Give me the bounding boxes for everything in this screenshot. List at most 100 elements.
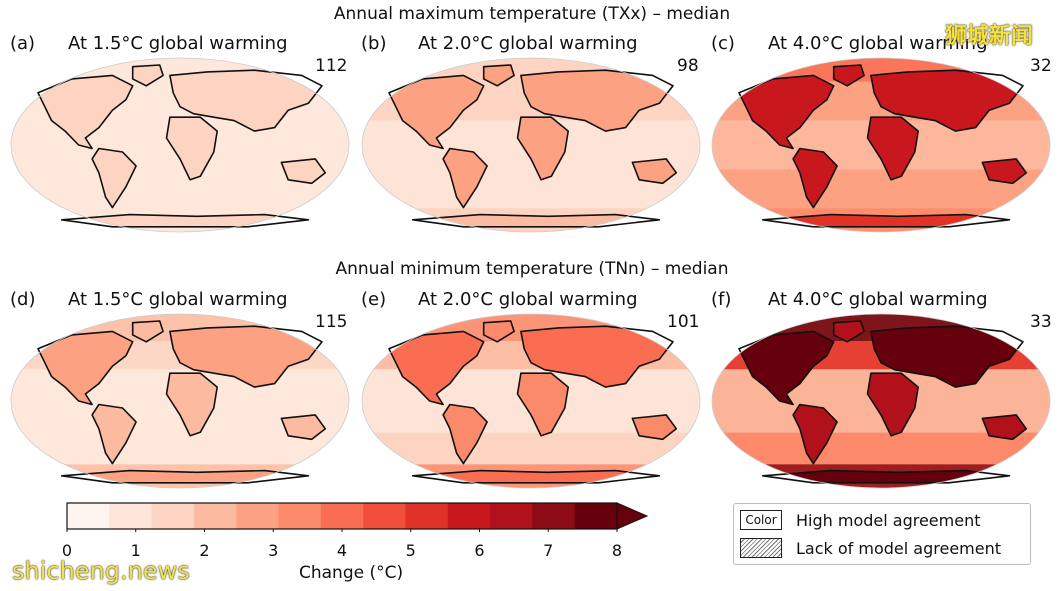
colorbar-segment: [532, 503, 576, 529]
coastline-greenland: [482, 320, 515, 343]
coastline-australia: [280, 414, 327, 441]
panel-f-title: At 4.0°C global warming: [768, 289, 988, 310]
coastline-australia: [981, 414, 1028, 441]
land-greenland: [132, 65, 164, 86]
map-border: [711, 57, 1051, 233]
map-border: [10, 57, 350, 233]
land-south-america: [793, 404, 838, 464]
coastline-south-america: [792, 147, 838, 209]
coastline-africa: [866, 116, 919, 181]
colorbar-segment: [151, 503, 195, 529]
land-africa: [166, 117, 218, 180]
coastline-greenland: [131, 64, 164, 87]
coastline-antarctica: [60, 213, 310, 228]
coastline-north-america: [738, 74, 835, 150]
colorbar-segment: [574, 503, 618, 529]
map-border: [10, 313, 350, 489]
coastline-australia: [280, 158, 327, 185]
row-title-txx: Annual maximum temperature (TXx) – media…: [333, 4, 731, 24]
coastline-north-america: [388, 330, 485, 406]
panel-a-count: 112: [315, 56, 348, 76]
coastline-south-america: [442, 147, 488, 209]
land-antarctica: [412, 470, 660, 483]
coastline-greenland: [832, 64, 865, 87]
land-south-america: [793, 148, 838, 208]
coastline-antarctica: [761, 469, 1011, 484]
land-australia: [982, 414, 1027, 440]
land-australia: [632, 158, 677, 184]
legend-swatch-color: Color: [740, 510, 782, 530]
panel-d-count: 115: [315, 312, 348, 332]
land-antarctica: [762, 470, 1010, 483]
land-australia: [632, 414, 677, 440]
watermark-top-right: 狮城新闻: [945, 24, 1034, 49]
land-greenland: [132, 321, 164, 342]
colorbar-segment: [320, 503, 364, 529]
coastline-south-america: [792, 403, 838, 465]
panel-c-title: At 4.0°C global warming: [768, 33, 988, 54]
land-south-america: [92, 148, 137, 208]
coastline-eurasia: [520, 69, 674, 132]
land-north-america: [739, 75, 834, 149]
land-africa: [166, 373, 218, 436]
map-panel-b: [361, 57, 701, 233]
panel-a-title: At 1.5°C global warming: [68, 33, 288, 54]
panel-e-title: At 2.0°C global warming: [418, 289, 638, 310]
land-greenland: [833, 65, 865, 86]
colorbar-segment: [405, 503, 449, 529]
land-north-america: [739, 331, 834, 405]
coastline-eurasia: [870, 69, 1024, 132]
land-antarctica: [61, 470, 309, 483]
colorbar-label: Change (°C): [299, 563, 404, 583]
coastline-eurasia: [169, 69, 323, 132]
map-border: [361, 57, 701, 233]
coastline-greenland: [832, 320, 865, 343]
map-panel-f: [711, 313, 1051, 489]
colorbar-tick-label: 7: [543, 541, 554, 560]
panel-d-letter: (d): [10, 289, 36, 310]
land-antarctica: [61, 214, 309, 227]
map-panel-a: [10, 57, 350, 233]
coastline-antarctica: [411, 213, 661, 228]
coastline-africa: [165, 372, 218, 437]
panel-f-count: 33: [1030, 312, 1052, 332]
coastline-africa: [516, 116, 569, 181]
land-south-america: [443, 404, 488, 464]
coastline-antarctica: [761, 213, 1011, 228]
colorbar-tick-label: 8: [611, 541, 623, 560]
coastline-south-america: [91, 147, 137, 209]
colorbar-tick-label: 4: [336, 541, 348, 560]
legend-row-lack-agreement: Lack of model agreement: [740, 537, 1001, 559]
land-australia: [281, 414, 326, 440]
map-panel-d: [10, 313, 350, 489]
land-antarctica: [412, 214, 660, 227]
land-australia: [982, 158, 1027, 184]
map-border: [361, 313, 701, 489]
colorbar-extension: [616, 502, 649, 530]
colorbar: [66, 502, 649, 532]
panel-e-count: 101: [667, 312, 700, 332]
coastline-eurasia: [169, 325, 323, 388]
legend-swatch-hatch: [740, 538, 782, 558]
land-africa: [867, 117, 919, 180]
land-south-america: [443, 148, 488, 208]
land-africa: [517, 373, 569, 436]
colorbar-tick-label: 3: [268, 541, 279, 560]
land-north-america: [389, 331, 484, 405]
latitude-band: [362, 432, 700, 465]
panel-c-count: 32: [1030, 56, 1052, 76]
land-north-america: [389, 75, 484, 149]
colorbar-segment: [109, 503, 153, 529]
colorbar-segment: [67, 503, 110, 529]
land-greenland: [483, 65, 515, 86]
land-africa: [867, 373, 919, 436]
colorbar-segment: [447, 503, 491, 529]
colorbar-tick-label: 5: [405, 541, 416, 560]
colorbar-segment: [490, 503, 533, 529]
coastline-australia: [981, 158, 1028, 185]
coastline-north-america: [738, 330, 835, 406]
map-panel-c: [711, 57, 1051, 233]
land-greenland: [833, 321, 865, 342]
colorbar-tick-label: 1: [130, 541, 141, 560]
panel-b-title: At 2.0°C global warming: [418, 33, 638, 54]
